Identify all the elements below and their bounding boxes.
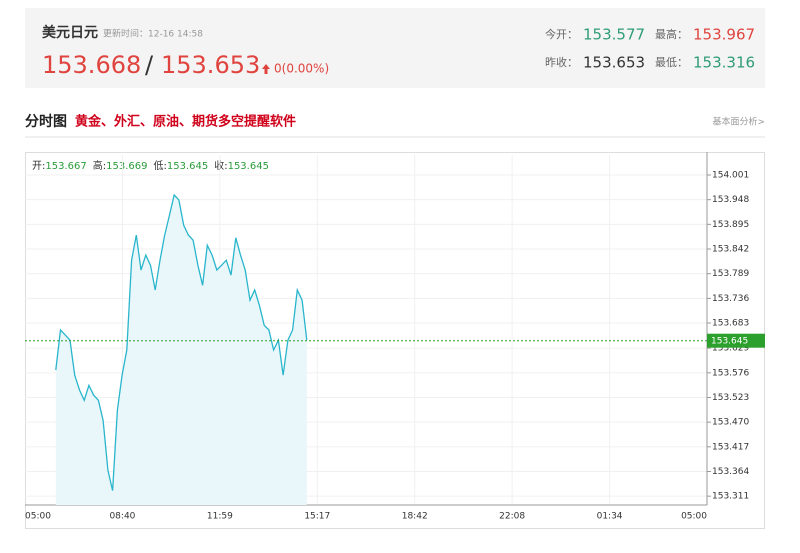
x-tick-label: 05:00 xyxy=(25,512,51,522)
stat-value: 153.577 xyxy=(583,26,645,44)
x-tick-label: 11:59 xyxy=(207,512,233,522)
promo-link[interactable]: 黄金、外汇、原油、期货多空提醒软件 xyxy=(75,114,296,130)
area xyxy=(55,195,307,505)
analysis-link[interactable]: 基本面分析> xyxy=(712,116,765,128)
y-tick-label: 153.629 xyxy=(712,344,749,354)
ohlc-label: 高: xyxy=(93,159,106,172)
ohlc-info: 开:153.667 高:153.669 低:153.645 收:153.645 xyxy=(32,159,269,172)
x-tick-label: 22:08 xyxy=(499,512,525,522)
y-tick-label: 153.842 xyxy=(712,245,749,255)
price2: 153.653 xyxy=(161,51,260,79)
ohlc-value: 153.645 xyxy=(228,161,269,172)
x-tick-label: 08:40 xyxy=(109,512,135,522)
y-tick-label: 153.736 xyxy=(712,294,749,304)
y-tick-label: 153.948 xyxy=(712,195,749,205)
ohlc-label: 收: xyxy=(214,159,227,172)
y-tick-label: 153.417 xyxy=(712,442,749,452)
y-tick-label: 153.311 xyxy=(712,492,749,502)
x-tick-label: 18:42 xyxy=(402,512,428,522)
y-tick-label: 153.576 xyxy=(712,368,749,378)
y-tick-label: 153.470 xyxy=(712,418,749,428)
stat-label: 今开： xyxy=(545,27,578,41)
update-time: 更新时间：12-16 14:58 xyxy=(103,28,203,40)
y-tick-label: 153.364 xyxy=(712,467,749,477)
up-arrow xyxy=(262,64,270,74)
price-line xyxy=(55,193,308,491)
stat-value: 153.967 xyxy=(693,26,755,44)
ohlc-value: 153.669 xyxy=(106,161,147,172)
stat-label: 最低： xyxy=(655,56,688,69)
stat-value: 153.316 xyxy=(693,54,755,72)
last-price-label: 153.645 xyxy=(711,337,748,347)
change: 0(0.00%) xyxy=(274,62,329,76)
x-tick-label: 15:17 xyxy=(304,512,330,522)
y-tick-label: 154.001 xyxy=(712,171,749,181)
separator: / xyxy=(145,51,154,79)
section-title: 分时图 xyxy=(25,113,67,130)
y-tick-label: 153.789 xyxy=(712,269,749,279)
ohlc-label: 低: xyxy=(153,159,166,172)
x-tick-label: 01:34 xyxy=(597,512,623,522)
price: 153.668 xyxy=(42,51,141,79)
ohlc-value: 153.667 xyxy=(45,161,86,172)
last-price-box xyxy=(707,333,765,348)
x-tick-label: 05:00 xyxy=(681,512,707,522)
stat-value: 153.653 xyxy=(583,54,645,72)
y-tick-label: 153.523 xyxy=(712,393,749,403)
ohlc-value: 153.645 xyxy=(167,161,208,172)
header-box xyxy=(25,8,765,88)
stat-label: 昨收： xyxy=(545,55,578,69)
title: 美元日元 xyxy=(42,24,98,41)
stat-label: 最高： xyxy=(655,27,688,41)
ohlc-label: 开: xyxy=(32,161,45,172)
y-tick-label: 153.895 xyxy=(712,220,749,230)
y-tick-label: 153.683 xyxy=(712,319,749,329)
